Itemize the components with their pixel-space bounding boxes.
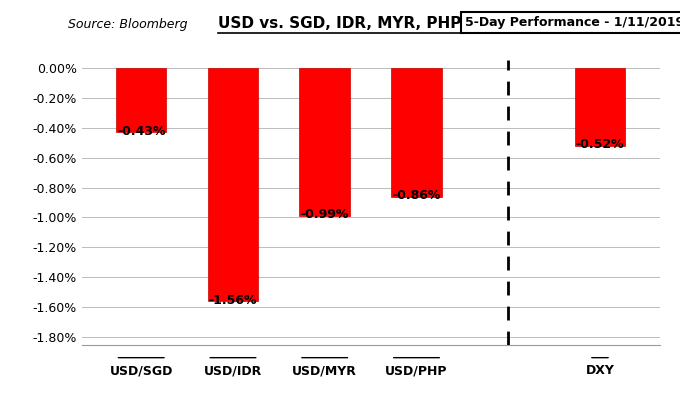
Bar [208,68,258,302]
Bar [391,68,442,196]
Text: -0.52%: -0.52% [576,138,624,151]
Bar [575,68,625,146]
Text: USD/PHP: USD/PHP [386,364,447,377]
Text: -0.43%: -0.43% [117,125,165,138]
Text: USD/SGD: USD/SGD [109,364,173,377]
Text: USD/MYR: USD/MYR [292,364,357,377]
Bar [116,68,167,132]
Bar [299,68,350,216]
Text: USD/IDR: USD/IDR [204,364,262,377]
Text: -1.56%: -1.56% [209,294,257,307]
Text: 5-Day Performance - 1/11/2019: 5-Day Performance - 1/11/2019 [465,16,680,29]
Text: DXY: DXY [585,364,615,377]
Text: -0.99%: -0.99% [301,209,349,221]
Text: Source: Bloomberg: Source: Bloomberg [68,18,188,31]
Text: USD vs. SGD, IDR, MYR, PHP: USD vs. SGD, IDR, MYR, PHP [218,16,462,31]
Text: -0.86%: -0.86% [392,189,441,202]
